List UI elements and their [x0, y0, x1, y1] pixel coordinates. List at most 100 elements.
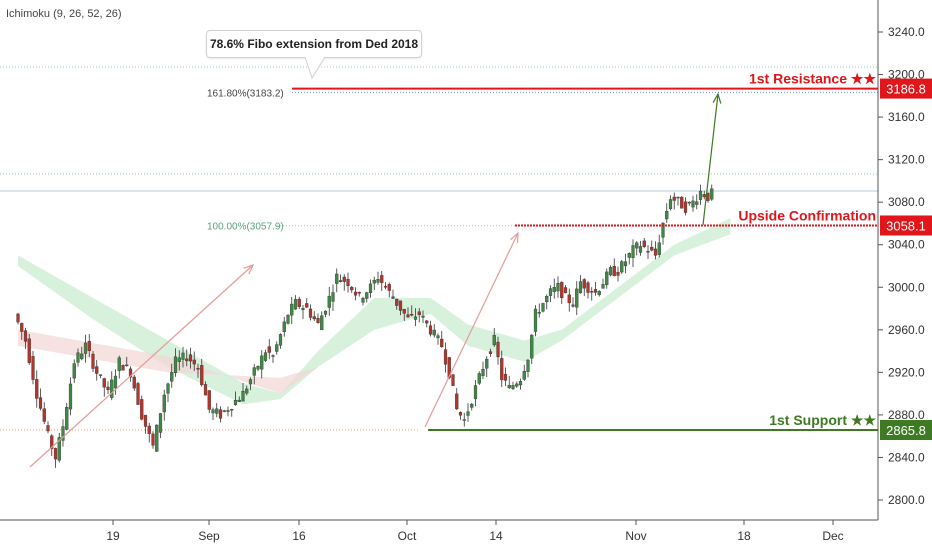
- fibo-callout-text: 78.6% Fibo extension from Ded 2018: [209, 37, 419, 51]
- candle: [432, 329, 436, 336]
- candle: [691, 200, 695, 208]
- candle: [170, 372, 174, 382]
- candle: [470, 403, 474, 408]
- candle: [53, 448, 58, 460]
- candle: [473, 385, 478, 400]
- candle: [503, 373, 508, 381]
- candle: [395, 298, 399, 306]
- candle: [650, 246, 654, 251]
- candle: [248, 379, 253, 385]
- y-tick-label: 2800.0: [888, 493, 925, 507]
- candle: [533, 308, 538, 332]
- cloud-area: [18, 218, 731, 405]
- candle: [230, 409, 234, 411]
- candle: [421, 315, 425, 318]
- candle: [233, 399, 238, 405]
- level-price-tag: [880, 215, 932, 236]
- candle: [440, 338, 444, 348]
- trend-arrows: [29, 92, 722, 468]
- candle: [601, 284, 605, 289]
- candle: [342, 276, 346, 282]
- candle: [668, 199, 673, 210]
- candle: [16, 313, 20, 323]
- candle: [72, 363, 76, 379]
- candle: [136, 383, 140, 405]
- level-price-label: 2865.8: [886, 423, 926, 438]
- candle: [301, 308, 305, 310]
- candle: [323, 310, 328, 315]
- candle: [308, 308, 313, 318]
- candle: [31, 356, 35, 380]
- x-tick-label: 16: [292, 529, 306, 543]
- candle: [515, 383, 519, 387]
- y-tick-label: 3120.0: [888, 153, 925, 167]
- candle: [623, 261, 628, 267]
- candle: [462, 419, 466, 421]
- candle: [537, 312, 541, 314]
- candle: [560, 281, 564, 299]
- candle: [545, 296, 549, 302]
- candle: [95, 366, 99, 374]
- candle: [117, 357, 121, 371]
- candle: [305, 303, 309, 308]
- candle: [661, 222, 665, 238]
- candle: [398, 300, 403, 311]
- candle: [608, 267, 613, 276]
- candle: [128, 368, 133, 378]
- candle: [65, 407, 69, 430]
- fib-label: 161.80%(3183.2): [207, 88, 284, 99]
- candle: [672, 196, 676, 201]
- candle: [413, 316, 418, 320]
- candle: [485, 358, 489, 369]
- candle: [76, 352, 80, 363]
- candle: [500, 358, 504, 381]
- candle: [226, 410, 230, 412]
- candle: [417, 311, 421, 315]
- candle: [657, 242, 661, 255]
- fibonacci-levels: 161.80%(3183.2) 100.00%(3057.9): [207, 88, 878, 233]
- trend-arrow: [424, 232, 519, 428]
- level-price-tag: [880, 78, 932, 99]
- candle: [680, 196, 684, 209]
- candle: [278, 334, 283, 346]
- candle: [286, 314, 290, 324]
- candle: [316, 318, 320, 323]
- candle: [245, 388, 249, 394]
- candle: [402, 308, 406, 314]
- candle: [346, 278, 350, 286]
- candle: [173, 356, 178, 374]
- y-tick-label: 2840.0: [888, 450, 925, 464]
- cloud-area-bearish: [18, 329, 318, 394]
- candle: [327, 295, 331, 308]
- candle: [147, 425, 151, 434]
- candle: [263, 352, 268, 361]
- candle: [638, 246, 643, 253]
- candle: [496, 341, 500, 358]
- candle: [575, 288, 579, 308]
- x-tick-label: Oct: [398, 529, 417, 543]
- candle: [162, 394, 166, 413]
- level-price-label: 3186.8: [886, 82, 926, 97]
- candle: [155, 424, 159, 452]
- x-tick-label: Dec: [822, 529, 843, 543]
- candle: [391, 296, 395, 299]
- candle: [605, 271, 609, 286]
- candle: [196, 368, 200, 370]
- candle: [256, 366, 260, 370]
- price-axis: 2800.0 2840.0 2880.0 2920.0 2960.0 3000.0 3040…: [877, 0, 932, 550]
- candle: [290, 303, 294, 316]
- candle: [106, 386, 110, 390]
- level-name: 1st Support ★★: [769, 412, 876, 428]
- candle: [372, 279, 376, 284]
- candle: [237, 399, 241, 402]
- level-name: 1st Resistance ★★: [749, 71, 876, 87]
- candle: [425, 320, 429, 324]
- candle: [192, 359, 196, 365]
- candle: [215, 408, 219, 414]
- candle: [335, 273, 339, 284]
- candle: [98, 374, 103, 376]
- fib-label: 100.00%(3057.9): [207, 222, 284, 233]
- candle: [406, 314, 410, 318]
- candle: [631, 245, 635, 258]
